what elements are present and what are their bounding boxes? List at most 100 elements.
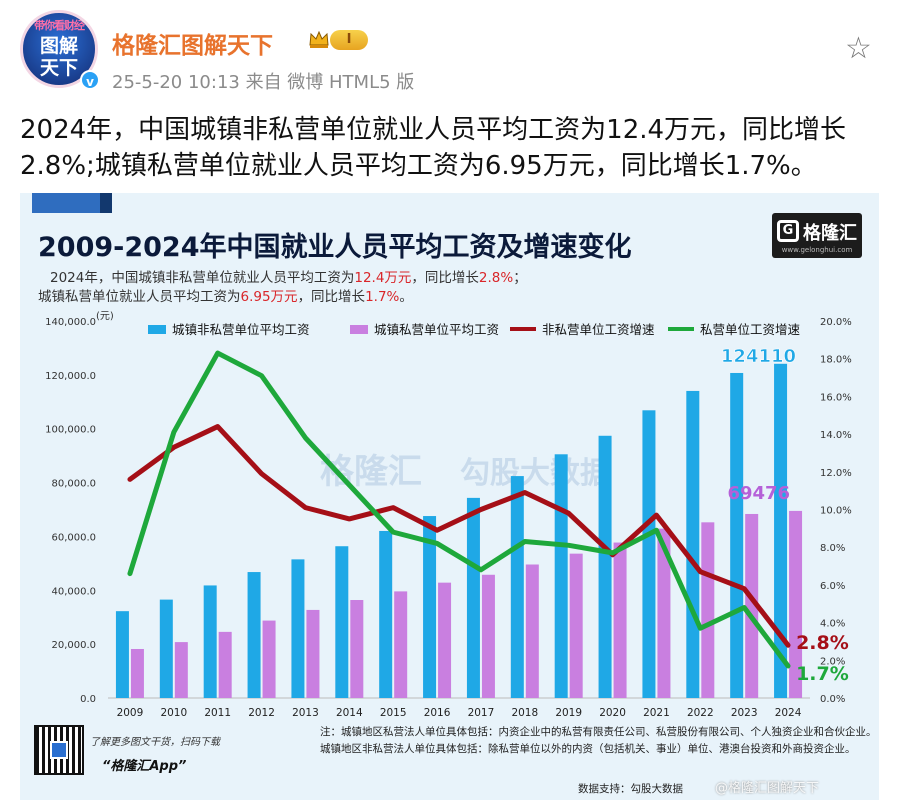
bottom-watermark: @格隆汇图解天下 bbox=[715, 781, 820, 796]
legend-nonprivate-wage-label: 城镇非私营单位平均工资 bbox=[172, 322, 310, 337]
left-axis-tick-label: 120,000.0 bbox=[45, 371, 96, 382]
x-axis-tick-label: 2016 bbox=[424, 707, 451, 719]
bar-private-2024 bbox=[789, 510, 803, 698]
qr-logo-icon bbox=[50, 741, 68, 759]
right-axis-tick-label: 6.0% bbox=[820, 581, 845, 592]
verified-icon: v bbox=[80, 70, 100, 90]
bar-private-2014 bbox=[350, 600, 364, 698]
bar-private-2013 bbox=[306, 609, 320, 698]
logo-g-icon: G bbox=[777, 220, 799, 242]
bar-private-2022 bbox=[701, 522, 715, 698]
bar-private-2016 bbox=[438, 582, 452, 698]
bar-private-2012 bbox=[262, 620, 276, 698]
x-axis-tick-label: 2014 bbox=[336, 707, 363, 719]
bar-nonprivate-2012 bbox=[247, 572, 261, 698]
x-axis-tick-label: 2018 bbox=[511, 707, 538, 719]
post-meta: 25-5-20 10:13 来自 微博 HTML5 版 bbox=[112, 72, 415, 93]
bar-private-2019 bbox=[569, 553, 583, 698]
chart-subtitle-line1: 2024年，中国城镇非私营单位就业人员平均工资为12.4万元，同比增长2.8%； bbox=[50, 266, 527, 286]
bar-private-2017 bbox=[481, 574, 495, 698]
bar-nonprivate-2016 bbox=[423, 516, 437, 698]
x-axis-tick-label: 2019 bbox=[555, 707, 582, 719]
card-stripe bbox=[32, 193, 100, 213]
data-source: 数据支持：勾股大数据 bbox=[578, 783, 683, 795]
bar-nonprivate-2018 bbox=[510, 476, 524, 698]
right-axis-tick-label: 20.0% bbox=[820, 317, 852, 328]
wage-chart: 格隆汇 勾股大数据0.020,000.040,000.060,000.080,00… bbox=[45, 311, 852, 719]
right-axis-tick-label: 16.0% bbox=[820, 392, 852, 403]
x-axis-tick-label: 2020 bbox=[599, 707, 626, 719]
end-label-private-wage: 69476 bbox=[727, 483, 790, 504]
legend-private-growth-label: 私营单位工资增速 bbox=[700, 322, 801, 337]
avatar[interactable]: 带你看财经 图解 天下 bbox=[20, 10, 98, 88]
bar-nonprivate-2010 bbox=[159, 599, 173, 698]
subtitle-text: 2024年，中国城镇非私营单位就业人员平均工资为 bbox=[50, 270, 355, 286]
line-private-growth bbox=[127, 350, 791, 669]
bar-nonprivate-2023 bbox=[730, 372, 744, 698]
x-axis-tick-label: 2009 bbox=[117, 707, 144, 719]
logo-url: www.gelonghui.com bbox=[781, 246, 853, 254]
bar-nonprivate-2015 bbox=[379, 530, 393, 698]
bar-private-2020 bbox=[613, 542, 627, 698]
x-axis-tick-label: 2010 bbox=[160, 707, 187, 719]
gelonghui-logo: G 格隆汇 www.gelonghui.com bbox=[772, 213, 862, 258]
x-axis-tick-label: 2023 bbox=[731, 707, 758, 719]
x-axis-tick-label: 2021 bbox=[643, 707, 670, 719]
bar-private-2009 bbox=[130, 648, 144, 698]
card-stripe-dark bbox=[100, 193, 112, 213]
left-axis-tick-label: 60,000.0 bbox=[51, 532, 96, 543]
logo-text: 格隆汇 bbox=[803, 223, 857, 244]
subtitle-text: 城镇私营单位就业人员平均工资为 bbox=[38, 289, 241, 305]
level-badge[interactable]: I bbox=[330, 30, 368, 50]
left-axis-tick-label: 40,000.0 bbox=[51, 586, 96, 597]
end-label-private-growth: 1.7% bbox=[796, 663, 849, 685]
subtitle-text: ，同比增长 bbox=[297, 289, 366, 305]
x-axis-tick-label: 2022 bbox=[687, 707, 714, 719]
bar-private-2011 bbox=[218, 631, 232, 698]
avatar-title-line2: 天下 bbox=[39, 57, 78, 79]
qr-code[interactable] bbox=[34, 725, 84, 775]
end-label-nonprivate-growth: 2.8% bbox=[796, 632, 849, 654]
legend-private-wage-swatch bbox=[350, 325, 368, 334]
post-body-text: 2024年，中国城镇非私营单位就业人员平均工资为12.4万元，同比增长2.8%;… bbox=[20, 115, 847, 181]
subtitle-highlight: 12.4万元 bbox=[354, 270, 412, 286]
favorite-star-icon[interactable]: ☆ bbox=[845, 31, 872, 66]
post-header: 带你看财经 图解 天下 v 格隆汇图解天下 I 25-5-20 10:13 来自… bbox=[0, 0, 899, 108]
subtitle-highlight: 1.7% bbox=[365, 289, 400, 305]
chart-subtitle-line2: 城镇私营单位就业人员平均工资为6.95万元，同比增长1.7%。 bbox=[38, 285, 413, 305]
bar-private-2021 bbox=[657, 528, 671, 698]
legend-private-wage-label: 城镇私营单位平均工资 bbox=[374, 322, 499, 337]
subtitle-highlight: 6.95万元 bbox=[240, 289, 298, 305]
right-axis-tick-label: 18.0% bbox=[820, 355, 852, 366]
bar-private-2023 bbox=[745, 513, 759, 698]
bar-nonprivate-2020 bbox=[598, 435, 612, 698]
end-label-nonprivate-wage: 124110 bbox=[721, 346, 796, 367]
avatar-tagline: 带你看财经 bbox=[34, 19, 85, 32]
left-axis-tick-label: 80,000.0 bbox=[51, 479, 96, 490]
right-axis-tick-label: 8.0% bbox=[820, 543, 845, 554]
bar-nonprivate-2022 bbox=[686, 390, 700, 698]
bar-nonprivate-2021 bbox=[642, 410, 656, 698]
x-axis-tick-label: 2013 bbox=[292, 707, 319, 719]
bar-nonprivate-2019 bbox=[554, 454, 568, 698]
right-axis-tick-label: 0.0% bbox=[820, 694, 845, 705]
right-axis-tick-label: 2.0% bbox=[820, 656, 845, 667]
x-axis-tick-label: 2011 bbox=[204, 707, 231, 719]
username-link[interactable]: 格隆汇图解天下 bbox=[112, 33, 273, 59]
bar-nonprivate-2013 bbox=[291, 559, 305, 698]
left-axis-tick-label: 20,000.0 bbox=[51, 640, 96, 651]
left-axis-tick-label: 100,000.0 bbox=[45, 425, 96, 436]
footnote-2: 城镇地区非私营法人单位具体包括：除私营单位以外的内资（包括机关、事业）单位、港澳… bbox=[320, 743, 856, 755]
avatar-title-line1: 图解 bbox=[39, 35, 78, 57]
bar-nonprivate-2014 bbox=[335, 546, 349, 698]
left-axis-tick-label: 140,000.0 bbox=[45, 317, 96, 328]
subtitle-text: 。 bbox=[399, 289, 413, 305]
bar-private-2010 bbox=[174, 642, 188, 698]
right-axis-tick-label: 4.0% bbox=[820, 619, 845, 630]
infographic-card[interactable]: 2009-2024年中国就业人员平均工资及增速变化 2024年，中国城镇非私营单… bbox=[20, 193, 879, 800]
subtitle-highlight: 2.8% bbox=[478, 270, 514, 286]
bar-private-2018 bbox=[525, 564, 539, 698]
bar-nonprivate-2009 bbox=[115, 611, 129, 698]
avatar-title: 图解 天下 bbox=[23, 35, 95, 79]
left-axis-unit: (元) bbox=[96, 311, 114, 322]
